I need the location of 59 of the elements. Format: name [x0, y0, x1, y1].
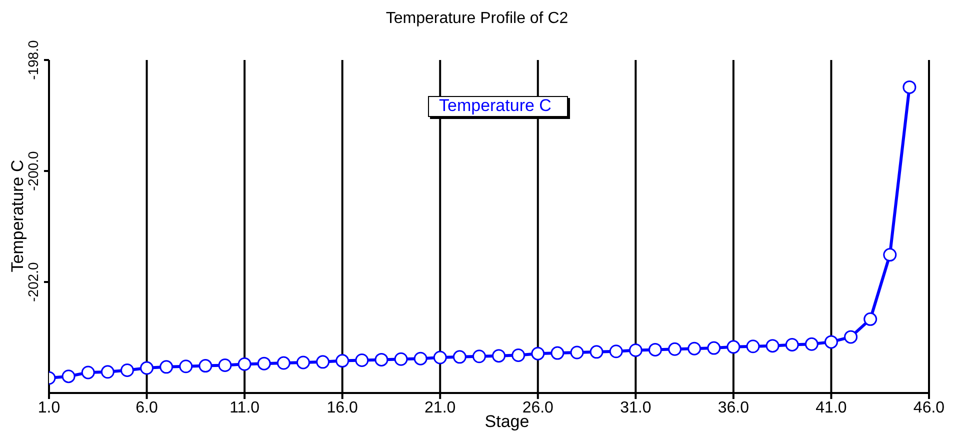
point — [628, 344, 642, 358]
point — [688, 342, 702, 356]
point — [570, 346, 584, 360]
x-tick-label: 46.0 — [913, 399, 945, 416]
point — [726, 340, 740, 354]
point — [668, 342, 682, 356]
point — [550, 346, 564, 360]
point — [316, 355, 330, 369]
y-tick-label: -202.0 — [25, 262, 41, 302]
point — [62, 370, 76, 384]
point — [883, 248, 897, 262]
point — [590, 345, 604, 359]
x-tick-label: 6.0 — [136, 399, 158, 416]
x-tick-label: 1.0 — [38, 399, 60, 416]
point — [218, 358, 232, 372]
point — [374, 352, 388, 366]
point — [296, 356, 310, 370]
point — [81, 366, 95, 380]
x-tick-label: 36.0 — [718, 399, 750, 416]
y-tick-label: -200.0 — [25, 150, 41, 191]
point — [179, 360, 193, 374]
point — [198, 359, 212, 373]
x-tick-label: 31.0 — [620, 399, 652, 416]
point — [355, 354, 369, 368]
point — [452, 350, 466, 364]
point — [433, 350, 447, 364]
point — [531, 346, 545, 360]
x-tick-label: 11.0 — [230, 399, 260, 416]
point — [804, 337, 818, 351]
y-tick-label: -198.0 — [25, 40, 41, 80]
point — [140, 361, 154, 375]
point — [746, 340, 760, 354]
x-tick-label: 41.0 — [816, 399, 847, 416]
text: Temperature C — [439, 96, 552, 115]
point — [707, 341, 721, 355]
point — [648, 342, 662, 356]
point — [609, 344, 623, 358]
point — [472, 350, 486, 364]
point — [902, 80, 916, 94]
point — [766, 339, 780, 353]
point — [336, 354, 350, 368]
point — [394, 352, 408, 366]
point — [120, 363, 134, 377]
point — [512, 348, 526, 362]
chart-title: Temperature Profile of C2 — [384, 10, 570, 28]
point — [414, 352, 428, 366]
point — [276, 356, 290, 370]
point — [160, 360, 174, 374]
point — [864, 312, 878, 326]
point — [785, 338, 799, 352]
point — [257, 356, 271, 370]
point — [844, 330, 858, 344]
point — [824, 335, 838, 349]
point — [238, 357, 252, 371]
x-tick-label: 21.0 — [424, 399, 456, 416]
y-axis-title: Temperature C — [8, 160, 28, 272]
point — [492, 349, 506, 363]
point — [100, 365, 114, 379]
x-tick-label: 16.0 — [326, 399, 358, 416]
